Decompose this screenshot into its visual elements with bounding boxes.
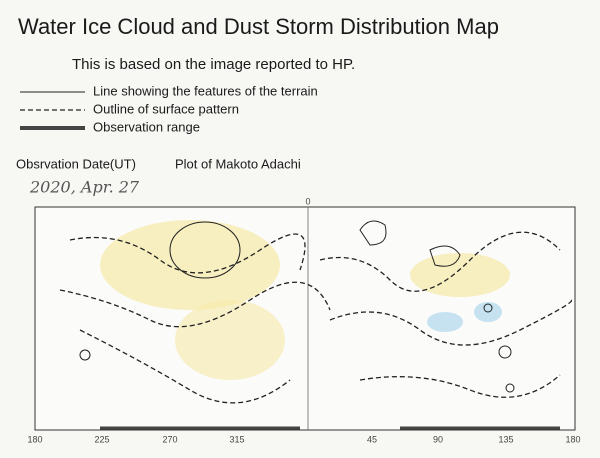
longitude-labels: 180 225 270 315 45 90 135 180 bbox=[27, 434, 580, 444]
outline bbox=[329, 299, 573, 346]
longitude-label: 90 bbox=[433, 434, 443, 444]
legend-label: Observation range bbox=[93, 119, 200, 134]
longitude-label: 45 bbox=[367, 434, 377, 444]
date-label: Obsrvation Date(UT) bbox=[16, 156, 136, 171]
plot-by: Plot of Makoto Adachi bbox=[175, 156, 301, 171]
outline bbox=[59, 281, 331, 328]
observation-date: 2020, Apr. 27 bbox=[29, 178, 140, 197]
outline bbox=[359, 374, 561, 398]
outline bbox=[69, 233, 306, 274]
longitude-label: 180 bbox=[565, 434, 580, 444]
outline bbox=[319, 231, 561, 292]
legend-label: Line showing the features of the terrain bbox=[93, 83, 318, 98]
longitude-label: 135 bbox=[498, 434, 513, 444]
cloud-area bbox=[100, 220, 280, 310]
terrain bbox=[429, 245, 461, 267]
terrain bbox=[79, 349, 91, 361]
title: Water Ice Cloud and Dust Storm Distribut… bbox=[18, 14, 499, 39]
legend-label: Outline of surface pattern bbox=[93, 101, 239, 116]
top-longitude-label: 0 bbox=[305, 196, 310, 206]
outline bbox=[79, 329, 291, 404]
subtitle: This is based on the image reported to H… bbox=[72, 56, 355, 73]
terrain bbox=[498, 345, 512, 359]
longitude-label: 315 bbox=[229, 434, 244, 444]
longitude-label: 225 bbox=[94, 434, 109, 444]
terrain bbox=[505, 383, 515, 393]
longitude-label: 270 bbox=[162, 434, 177, 444]
map: 0 bbox=[34, 196, 576, 431]
longitude-label: 180 bbox=[27, 434, 42, 444]
dust-area bbox=[427, 312, 463, 332]
cloud-area bbox=[175, 300, 285, 380]
terrain bbox=[359, 220, 387, 246]
terrain bbox=[483, 303, 493, 313]
crater bbox=[169, 221, 241, 279]
